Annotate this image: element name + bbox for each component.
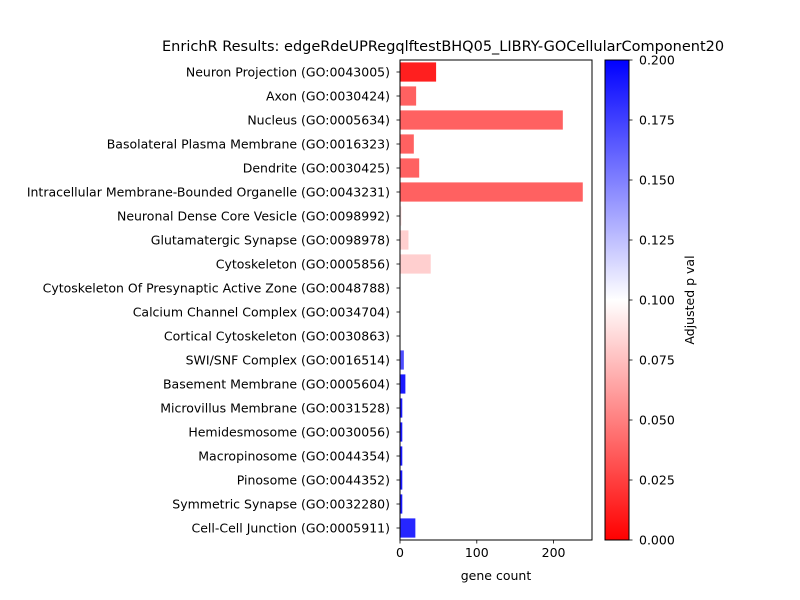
x-axis-ticks: 0 100 200 [396, 540, 566, 560]
bar-13 [400, 350, 404, 370]
bar-3 [400, 110, 563, 130]
colorbar-ticks: 0.000 0.025 0.050 0.075 0.100 0.125 0.150 0.175… [629, 53, 675, 548]
bar-6 [400, 182, 583, 202]
bar-16 [400, 422, 403, 442]
bar-15 [400, 398, 403, 418]
y-tick-label: Cytoskeleton Of Presynaptic Active Zone … [43, 281, 390, 296]
x-tick-label: 100 [465, 545, 489, 560]
colorbar [604, 59, 630, 541]
plot-frame [399, 59, 593, 541]
bar-group [400, 62, 583, 538]
y-tick-label: Cortical Cytoskeleton (GO:0030863) [164, 329, 390, 344]
bar-17 [400, 446, 403, 466]
bar-5 [400, 158, 420, 178]
colorbar-tick-label: 0.100 [639, 293, 675, 308]
y-tick-label: Microvillus Membrane (GO:0031528) [160, 401, 390, 416]
colorbar-tick-label: 0.000 [639, 533, 675, 548]
y-tick-label: Cell-Cell Junction (GO:0005911) [192, 521, 390, 536]
bar-8 [400, 230, 409, 250]
y-tick-label: Basolateral Plasma Membrane (GO:0016323) [107, 137, 390, 152]
colorbar-label: Adjusted p val [682, 255, 697, 344]
y-tick-label: Axon (GO:0030424) [266, 89, 390, 104]
bar-9 [400, 254, 431, 274]
x-tick-label: 200 [542, 545, 566, 560]
y-tick-label: Hemidesmosome (GO:0030056) [188, 425, 390, 440]
bar-19 [400, 494, 403, 514]
colorbar-tick-label: 0.175 [639, 113, 675, 128]
y-tick-label: Symmetric Synapse (GO:0032280) [172, 497, 390, 512]
y-tick-label: Calcium Channel Complex (GO:0034704) [133, 305, 390, 320]
y-tick-label: Macropinosome (GO:0044354) [198, 449, 390, 464]
colorbar-tick-label: 0.075 [639, 353, 675, 368]
bar-7 [400, 206, 402, 226]
bar-11 [400, 302, 402, 322]
y-tick-label: Basement Membrane (GO:0005604) [163, 377, 390, 392]
y-tick-label: Nucleus (GO:0005634) [247, 113, 390, 128]
y-tick-label: SWI/SNF Complex (GO:0016514) [186, 353, 390, 368]
bar-10 [400, 278, 402, 298]
colorbar-tick-label: 0.025 [639, 473, 675, 488]
x-axis-label: gene count [461, 568, 532, 583]
bar-20 [400, 518, 416, 538]
colorbar-tick-label: 0.200 [639, 53, 675, 68]
colorbar-tick-label: 0.150 [639, 173, 675, 188]
bar-4 [400, 134, 414, 154]
bar-14 [400, 374, 406, 394]
chart-title: EnrichR Results: edgeRdeUPRegqlftestBHQ0… [162, 39, 724, 55]
bar-18 [400, 470, 403, 490]
bar-1 [400, 62, 437, 82]
y-tick-label: Glutamatergic Synapse (GO:0098978) [151, 233, 390, 248]
bar-2 [400, 86, 417, 106]
y-tick-labels: Neuron Projection (GO:0043005) Axon (GO:0… [27, 65, 400, 536]
y-tick-label: Dendrite (GO:0030425) [243, 161, 390, 176]
bar-12 [400, 326, 402, 346]
y-tick-label: Neuronal Dense Core Vesicle (GO:0098992) [117, 209, 390, 224]
y-tick-label: Neuron Projection (GO:0043005) [186, 65, 390, 80]
y-tick-label: Intracellular Membrane-Bounded Organelle… [27, 185, 390, 200]
y-tick-label: Pinosome (GO:0044352) [237, 473, 390, 488]
colorbar-tick-label: 0.050 [639, 413, 675, 428]
colorbar-tick-label: 0.125 [639, 233, 675, 248]
y-tick-label: Cytoskeleton (GO:0005856) [216, 257, 390, 272]
x-tick-label: 0 [396, 545, 404, 560]
